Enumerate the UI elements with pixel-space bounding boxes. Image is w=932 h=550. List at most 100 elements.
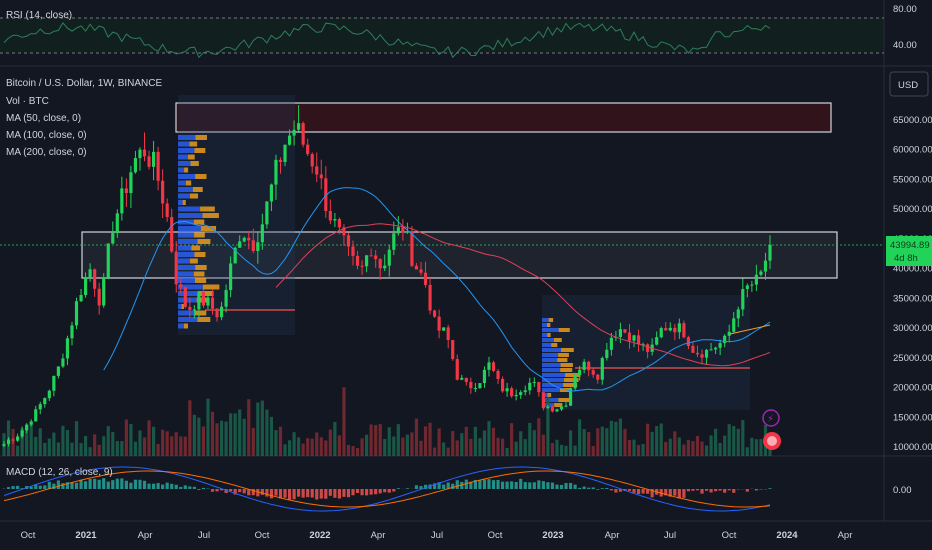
macd-hist-bar: [306, 489, 310, 498]
vp-bar-sell: [547, 333, 551, 337]
candle-body: [142, 149, 147, 157]
candle-body: [161, 180, 165, 204]
volume-bar: [93, 434, 97, 456]
macd-hist-bar: [365, 489, 369, 496]
volume-bar: [306, 438, 310, 456]
candle-body: [700, 354, 704, 358]
volume-bar: [365, 434, 369, 456]
macd-hist-bar: [419, 486, 423, 489]
candle-body: [260, 224, 264, 243]
macd-hist-bar: [573, 484, 577, 489]
supply-zone-box[interactable]: [175, 102, 832, 133]
macd-hist-bar: [174, 484, 178, 489]
candle-body: [491, 362, 496, 371]
vp-bar-buy: [542, 363, 561, 367]
vp-bar-buy: [542, 358, 558, 362]
candle-body: [519, 392, 523, 395]
volume-bar: [355, 447, 360, 456]
macd-hist-bar: [682, 489, 686, 498]
vp-bar-buy: [542, 398, 559, 402]
vp-bar-buy: [542, 373, 566, 377]
candle-body: [365, 255, 369, 267]
macd-hist-bar: [65, 482, 70, 489]
macd-hist-bar: [147, 483, 151, 489]
macd-hist-bar: [201, 487, 206, 489]
macd-hist-bar: [609, 489, 613, 491]
macd-hist-bar: [333, 489, 337, 498]
vp-bar-buy: [178, 245, 192, 251]
vp-bar-buy: [542, 323, 548, 327]
volume-bar: [491, 427, 496, 456]
macd-hist-bar: [437, 482, 441, 489]
candle-body: [732, 318, 736, 332]
macd-hist-bar: [550, 482, 555, 489]
macd-hist-bar: [559, 484, 564, 489]
vp-bar-sell: [195, 174, 207, 179]
volume-bar: [301, 443, 305, 456]
ma200-line: [729, 324, 771, 335]
volume-bar: [396, 424, 400, 456]
volume-bar: [641, 443, 645, 456]
volume-bar: [650, 431, 654, 456]
volume-bar: [369, 424, 373, 456]
candle-body: [714, 347, 718, 350]
macd-hist-bar: [142, 480, 147, 489]
candle-body: [573, 374, 577, 389]
time-tick: 2021: [75, 530, 97, 541]
volume-bar: [727, 424, 731, 456]
vp-bar-sell: [194, 310, 207, 316]
candle-body: [686, 337, 691, 346]
macd-hist-bar: [120, 478, 124, 489]
candle-body: [392, 233, 396, 250]
last-price-value: 43994.89: [890, 240, 930, 251]
macd-hist-bar: [528, 482, 532, 489]
time-tick: Apr: [371, 530, 386, 541]
time-axis[interactable]: Oct 2021 Apr Jul Oct 2022 Apr Jul Oct 2023 Apr Jul O…: [21, 530, 853, 541]
vp-bar-sell: [560, 363, 573, 367]
vp-bar-buy: [178, 167, 185, 173]
volume-bar: [256, 402, 260, 456]
macd-hist-bar: [124, 480, 128, 489]
volume-bar: [315, 432, 319, 456]
macd-hist-bar: [514, 482, 518, 489]
candle-body: [600, 357, 604, 380]
macd-hist-bar: [745, 489, 749, 492]
volume-bar: [20, 428, 24, 456]
macd-hist-bar: [618, 489, 623, 492]
candle-body: [238, 241, 242, 248]
volume-bar: [97, 444, 101, 456]
price-axis[interactable]: 65000.0060000.0055000.0050000.0045000.00…: [893, 115, 932, 453]
vp-bar-sell: [182, 200, 186, 205]
candle-body: [668, 327, 672, 331]
currency-button[interactable]: [889, 71, 929, 97]
candle-body: [310, 154, 314, 167]
volume-bar: [387, 427, 391, 456]
lightning-event-icon[interactable]: [762, 409, 780, 427]
candle-body: [56, 366, 60, 376]
candle-body: [206, 297, 210, 306]
vp-bar-sell: [547, 393, 552, 397]
candle-body: [387, 249, 391, 266]
vp-bar-sell: [557, 358, 568, 362]
resistance-zone-box[interactable]: [81, 231, 838, 279]
candle-body: [646, 344, 650, 352]
volume-bar: [197, 417, 201, 456]
macd-hist-bar: [224, 489, 228, 494]
candle-body: [151, 151, 156, 167]
macd-hist-bar: [38, 485, 42, 489]
vp-bar-sell: [565, 373, 581, 377]
macd-hist-bar: [446, 482, 450, 489]
macd-hist-bar: [297, 489, 301, 497]
candle-body: [111, 233, 115, 244]
macd-hist-bar: [70, 482, 74, 489]
candle-body: [482, 369, 487, 384]
price-tick: 40000.00: [893, 264, 932, 275]
candle-body: [460, 377, 464, 380]
macd-hist-bar: [351, 489, 355, 496]
volume-bar: [442, 442, 446, 456]
volume-bar: [419, 440, 423, 456]
volume-bar: [124, 419, 128, 456]
volume-bar: [242, 418, 246, 456]
volume-bars: [2, 387, 772, 456]
